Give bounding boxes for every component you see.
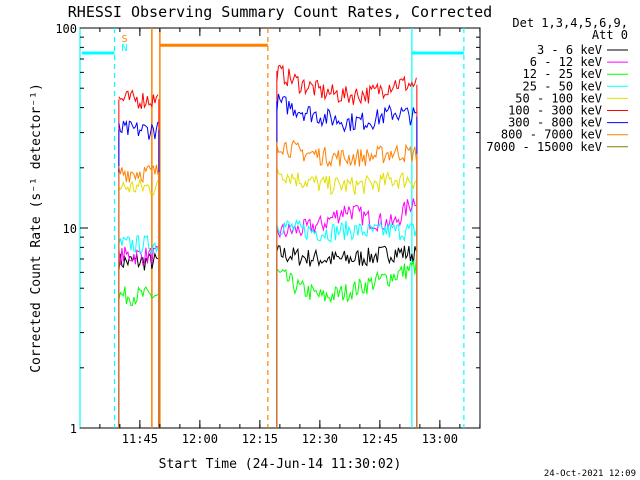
legend-header-line-2: Att 0 — [592, 28, 628, 42]
series-6-trace-1 — [276, 93, 417, 133]
legend-label-7: 800 - 7000 keV — [501, 128, 602, 142]
legend-label-5: 100 - 300 keV — [508, 104, 602, 118]
time-markers: SN — [79, 28, 465, 428]
legend-label-2: 12 - 25 keV — [523, 67, 602, 81]
legend-label-3: 25 - 50 keV — [523, 79, 602, 93]
series-2-trace-1 — [276, 258, 417, 304]
series-2-trace-0 — [118, 286, 159, 307]
series-4-trace-0 — [118, 179, 159, 196]
series-5-trace-0 — [118, 89, 159, 109]
x-axis-label: Start Time (24-Jun-14 11:30:02) — [159, 457, 402, 472]
series-4-trace-1 — [276, 167, 417, 196]
marker-label-n: N — [122, 43, 128, 54]
series-1-trace-1 — [276, 198, 417, 239]
y-axis-label: Corrected Count Rate (s⁻¹ detector⁻¹) — [29, 83, 44, 373]
series-1-trace-0 — [118, 245, 159, 266]
series-7-trace-0 — [118, 164, 159, 184]
plot-area: SN 11:45 12:00 12:15 12:30 12:45 13:00 1 10 100 — [55, 22, 481, 446]
legend-label-1: 6 - 12 keV — [530, 55, 602, 69]
series-3 — [118, 218, 418, 428]
x-tick-label-4: 12:45 — [362, 432, 398, 446]
chart-title: RHESSI Observing Summary Count Rates, Co… — [68, 3, 492, 21]
marker-label-s: S — [122, 34, 128, 45]
series-7-trace-1 — [276, 139, 417, 168]
x-tick-label-1: 12:00 — [182, 432, 218, 446]
legend-label-0: 3 - 6 keV — [537, 43, 602, 57]
axis-ticks: 11:45 12:00 12:15 12:30 12:45 13:00 1 10 100 — [55, 22, 481, 446]
legend-label-4: 50 - 100 keV — [515, 91, 602, 105]
x-tick-label-5: 13:00 — [422, 432, 458, 446]
series-6-trace-0 — [118, 119, 159, 140]
y-tick-label-0: 1 — [70, 422, 77, 436]
series-3-trace-0 — [118, 234, 159, 256]
y-tick-label-2: 100 — [55, 22, 77, 36]
series-0-trace-1 — [276, 245, 417, 268]
y-tick-label-1: 10 — [63, 222, 77, 236]
x-tick-label-3: 12:30 — [302, 432, 338, 446]
series-3-trace-1 — [276, 218, 417, 243]
series-5-trace-1 — [276, 64, 417, 105]
legend-label-8: 7000 - 15000 keV — [486, 140, 602, 154]
plot-frame — [79, 27, 481, 429]
x-tick-label-2: 12:15 — [242, 432, 278, 446]
legend-header-line-1: Det 1,3,4,5,6,9, — [512, 16, 628, 30]
series-7 — [118, 139, 418, 428]
legend-label-6: 300 - 800 keV — [508, 116, 602, 130]
series-layer — [118, 64, 418, 428]
footer-date: 24-Oct-2021 12:09 — [544, 469, 636, 479]
x-tick-label-0: 11:45 — [122, 432, 158, 446]
